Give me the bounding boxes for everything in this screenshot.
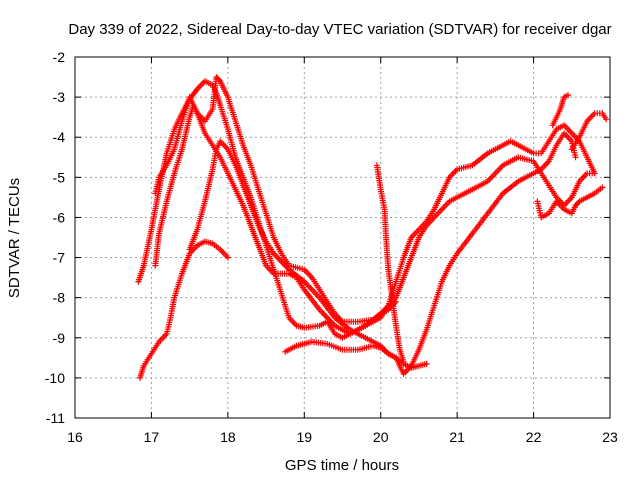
plot-frame bbox=[74, 56, 611, 419]
y-tick-label: -10 bbox=[45, 370, 65, 386]
series-track-g bbox=[373, 162, 407, 365]
y-tick-label: -2 bbox=[53, 49, 66, 65]
x-tick-label: 17 bbox=[144, 429, 160, 445]
series-track-h bbox=[534, 184, 606, 221]
y-tick-label: -3 bbox=[53, 89, 66, 105]
x-tick-label: 16 bbox=[67, 429, 83, 445]
x-tick-label: 18 bbox=[220, 429, 236, 445]
x-axis-label: GPS time / hours bbox=[285, 457, 399, 474]
series-track-e bbox=[186, 130, 579, 377]
data-marker-trail bbox=[549, 92, 571, 129]
series-track-i bbox=[549, 92, 571, 129]
series-track-f bbox=[282, 338, 430, 371]
y-tick-label: -4 bbox=[53, 129, 66, 145]
data-marker-trail bbox=[373, 162, 407, 365]
series-track-d bbox=[152, 74, 399, 325]
series-track-b bbox=[137, 238, 231, 381]
series-track-a bbox=[135, 78, 598, 341]
y-tick-label: -7 bbox=[53, 250, 66, 266]
data-marker-trail bbox=[534, 184, 606, 221]
x-tick-label: 22 bbox=[526, 429, 542, 445]
data-marker-trail bbox=[135, 78, 598, 341]
y-axis-label: SDTVAR / TECUs bbox=[6, 178, 23, 298]
y-tick-label: -9 bbox=[53, 330, 66, 346]
chart-title: Day 339 of 2022, Sidereal Day-to-day VTE… bbox=[68, 21, 611, 38]
data-marker-trail bbox=[186, 130, 579, 377]
data-marker-trail bbox=[137, 238, 231, 381]
x-tick-label: 19 bbox=[296, 429, 312, 445]
axis-ticks: 16 17 18 19 20 21 22 23 -2 -3 -4 -5 -6 -7 -8 -9 -10 -11 bbox=[45, 49, 618, 445]
y-tick-label: -5 bbox=[53, 169, 66, 185]
data-marker-trail bbox=[152, 74, 399, 325]
series-track-j bbox=[568, 110, 610, 153]
x-tick-label: 23 bbox=[602, 429, 618, 445]
y-tick-label: -6 bbox=[53, 209, 66, 225]
data-marker-trail bbox=[568, 110, 610, 153]
data-marks bbox=[135, 74, 610, 381]
series-track-c bbox=[152, 94, 598, 337]
y-tick-label: -11 bbox=[46, 410, 65, 426]
grid-lines bbox=[75, 57, 610, 418]
x-tick-label: 20 bbox=[373, 429, 389, 445]
data-marker-trail bbox=[152, 94, 598, 337]
x-tick-label: 21 bbox=[449, 429, 465, 445]
y-tick-label: -8 bbox=[53, 290, 66, 306]
data-marker-trail bbox=[282, 338, 430, 371]
